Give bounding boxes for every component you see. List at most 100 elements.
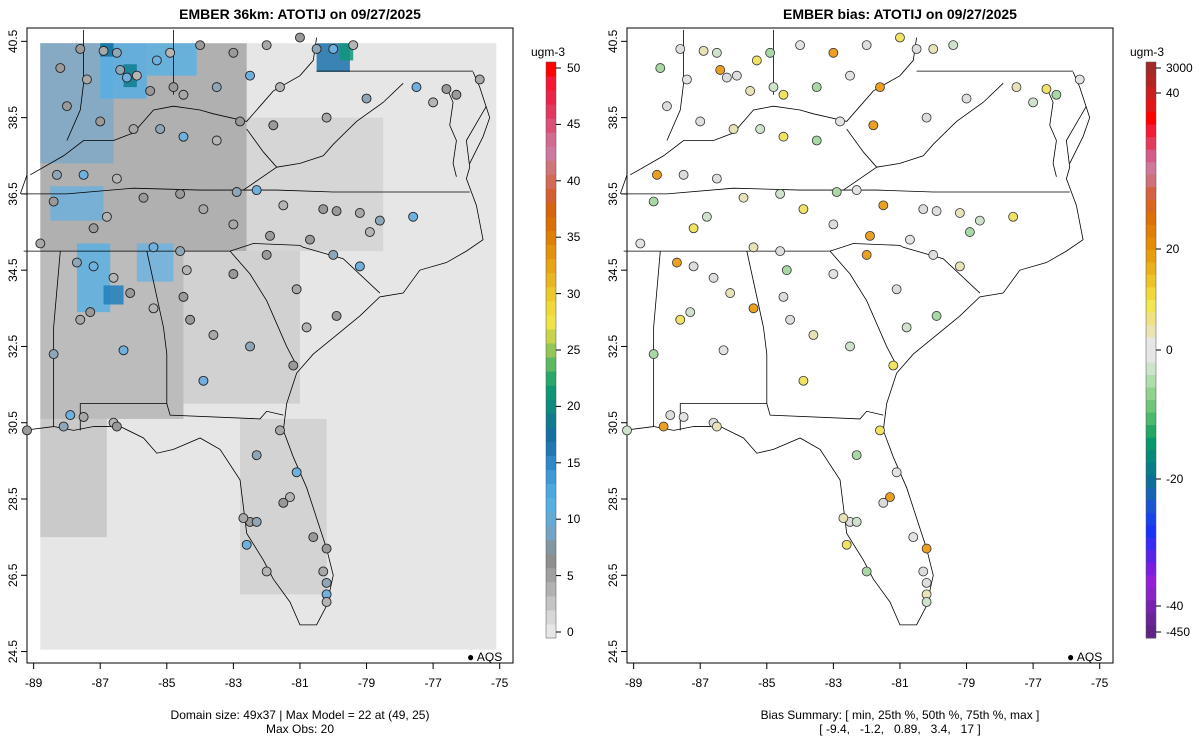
aqs-site-marker bbox=[52, 169, 62, 180]
aqs-site-marker bbox=[115, 65, 126, 75]
bias-colorbar-swatch bbox=[1146, 149, 1156, 163]
aqs-site-marker bbox=[331, 310, 342, 321]
y-tick-label: 30.5 bbox=[6, 411, 20, 435]
bias-colorbar-swatch bbox=[1146, 512, 1156, 526]
aqs-site-marker bbox=[261, 566, 272, 577]
bias-colorbar-swatch bbox=[1146, 362, 1156, 376]
colorbar-tick-label: 0 bbox=[567, 625, 574, 639]
x-tick-label: -89 bbox=[25, 676, 43, 690]
aqs-site-marker bbox=[321, 112, 332, 123]
model-grid-patch bbox=[50, 186, 104, 221]
aqs-site-bias-marker bbox=[964, 227, 975, 237]
y-tick-label: 24.5 bbox=[606, 640, 620, 664]
aqs-site-bias-marker bbox=[728, 124, 739, 134]
aqs-site-marker bbox=[304, 234, 315, 245]
aqs-site-bias-marker bbox=[798, 204, 809, 215]
bias-colorbar-swatch bbox=[1146, 462, 1156, 476]
aqs-site-marker bbox=[175, 246, 186, 257]
aqs-site-marker bbox=[275, 82, 285, 93]
colorbar-swatch bbox=[546, 118, 556, 133]
aqs-site-marker bbox=[198, 375, 209, 386]
colorbar-swatch bbox=[546, 314, 556, 330]
colorbar-swatch bbox=[546, 174, 556, 189]
aqs-site-marker bbox=[88, 223, 99, 234]
aqs-site-marker bbox=[155, 124, 166, 135]
x-tick-label: -85 bbox=[758, 676, 776, 690]
colorbar-swatch bbox=[546, 427, 556, 442]
aqs-site-bias-marker bbox=[715, 65, 726, 75]
aqs-site-bias-marker bbox=[861, 40, 872, 51]
bias-map-panel: EMBER bias: ATOTIJ on 09/27/2025 -89 -87-… bbox=[600, 0, 1200, 750]
aqs-site-bias-marker bbox=[1041, 84, 1052, 94]
aqs-site-marker bbox=[138, 192, 149, 203]
colorbar-swatch bbox=[546, 258, 556, 274]
aqs-site-marker bbox=[245, 70, 255, 81]
aqs-site-bias-marker bbox=[948, 40, 959, 51]
aqs-site-bias-marker bbox=[765, 47, 776, 58]
y-tick-label: 36.5 bbox=[6, 182, 20, 206]
aqs-site-bias-marker bbox=[828, 269, 839, 279]
x-tick-label: -77 bbox=[1024, 676, 1042, 690]
bias-colorbar-swatch bbox=[1146, 299, 1156, 313]
aqs-site-marker bbox=[88, 261, 99, 272]
state-boundary bbox=[829, 250, 897, 366]
aqs-site-marker bbox=[408, 211, 419, 222]
aqs-site-bias-marker bbox=[851, 185, 862, 195]
aqs-site-marker bbox=[321, 543, 332, 554]
aqs-site-marker bbox=[211, 82, 222, 93]
aqs-site-bias-marker bbox=[928, 250, 939, 260]
aqs-site-marker bbox=[198, 204, 209, 215]
y-tick-label: 24.5 bbox=[6, 640, 20, 664]
aqs-site-marker bbox=[211, 135, 222, 146]
y-tick-label: 36.5 bbox=[606, 182, 620, 206]
colorbar-swatch bbox=[546, 581, 556, 597]
aqs-site-marker bbox=[181, 265, 192, 276]
colorbar-swatch bbox=[546, 328, 556, 344]
aqs-site-bias-marker bbox=[1028, 97, 1039, 108]
bias-colorbar-swatch bbox=[1146, 137, 1156, 151]
aqs-site-marker bbox=[291, 467, 302, 478]
bias-colorbar-swatch bbox=[1146, 575, 1156, 589]
aqs-site-bias-marker bbox=[725, 288, 736, 298]
colorbar-swatch bbox=[546, 553, 556, 569]
aqs-site-marker bbox=[354, 261, 365, 272]
state-boundary bbox=[146, 251, 168, 404]
aqs-site-bias-marker bbox=[688, 261, 699, 272]
aqs-site-marker bbox=[178, 131, 189, 142]
aqs-site-marker bbox=[238, 513, 249, 524]
y-tick-label: 34.5 bbox=[6, 258, 20, 282]
aqs-site-bias-marker bbox=[921, 543, 932, 554]
x-tick-label: -77 bbox=[424, 676, 442, 690]
domain-summary: Domain size: 49x37 | Max Model = 22 at (… bbox=[170, 708, 430, 722]
aqs-site-bias-marker bbox=[678, 412, 689, 422]
aqs-site-bias-marker bbox=[868, 120, 879, 131]
bias-colorbar-tick-label: 0 bbox=[1166, 343, 1173, 357]
y-tick-label: 30.5 bbox=[606, 411, 620, 435]
aqs-site-bias-marker bbox=[738, 192, 749, 203]
aqs-site-marker bbox=[125, 288, 136, 299]
aqs-site-bias-marker bbox=[648, 196, 659, 207]
x-tick-label: -81 bbox=[291, 676, 309, 690]
bias-colorbar-swatch bbox=[1146, 425, 1156, 439]
aqs-site-bias-marker bbox=[748, 303, 759, 314]
aqs-site-bias-marker bbox=[695, 116, 706, 127]
aqs-site-marker bbox=[75, 314, 86, 325]
bias-colorbar-swatch bbox=[1146, 249, 1156, 263]
aqs-site-bias-marker bbox=[701, 211, 712, 222]
aqs-site-bias-marker bbox=[688, 223, 699, 234]
aqs-site-bias-marker bbox=[918, 566, 929, 577]
colorbar-tick-label: 25 bbox=[567, 343, 581, 357]
aqs-site-marker bbox=[148, 303, 159, 314]
aqs-site-marker bbox=[208, 330, 219, 340]
aqs-site-bias-marker bbox=[785, 314, 796, 325]
aqs-site-bias-marker bbox=[905, 234, 915, 245]
aqs-site-marker bbox=[288, 360, 299, 371]
aqs-site-bias-marker bbox=[891, 284, 902, 295]
aqs-site-marker bbox=[245, 341, 255, 352]
bias-colorbar-swatch bbox=[1146, 387, 1156, 401]
bias-colorbar-swatch bbox=[1146, 450, 1156, 464]
aqs-site-marker bbox=[278, 497, 289, 508]
aqs-site-bias-marker bbox=[861, 566, 872, 577]
colorbar-tick-label: 30 bbox=[567, 286, 581, 301]
aqs-site-bias-marker bbox=[828, 47, 839, 58]
